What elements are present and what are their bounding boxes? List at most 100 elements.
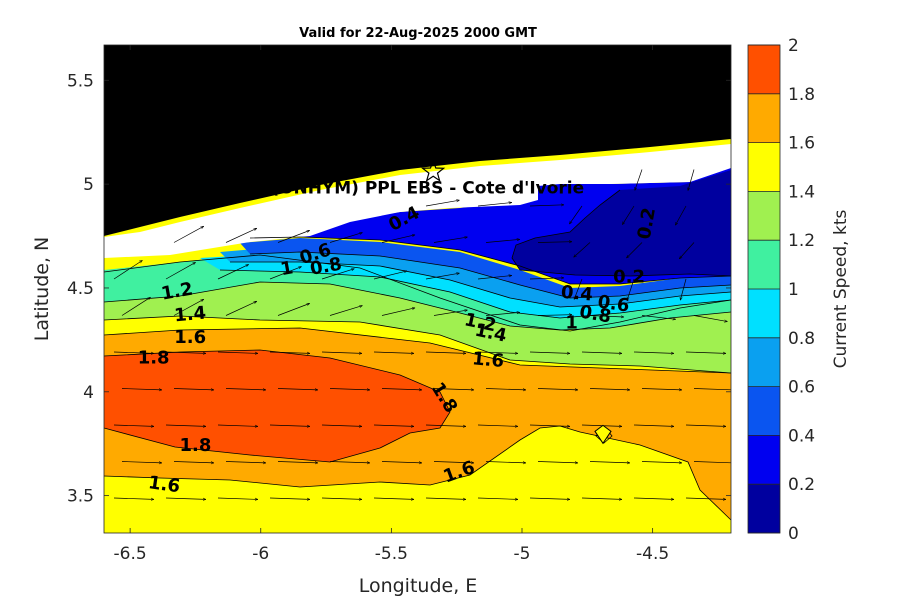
- y-tick-label: 5: [83, 175, 94, 195]
- current-arrow: [113, 260, 142, 280]
- land-mass: [104, 45, 731, 236]
- current-arrow: [165, 424, 206, 426]
- current-arrow: [477, 424, 518, 426]
- current-arrow: [433, 237, 468, 243]
- current-arrow: [269, 266, 302, 280]
- colorbar-segment: [748, 337, 780, 387]
- contour-label: 1.8: [179, 435, 211, 456]
- colorbar-segment: [748, 386, 780, 436]
- site-label: A (ONHYM) PPL EBS - Cote d'Ivorie: [252, 179, 584, 199]
- current-arrow: [485, 461, 526, 463]
- colorbar-segment: [748, 240, 780, 289]
- contour-label: 1.6: [471, 348, 505, 372]
- contour-label: 0.4: [560, 282, 594, 306]
- contour-label: 1: [565, 312, 578, 333]
- y-tick-label: 5.5: [67, 71, 94, 91]
- current-arrow: [581, 351, 622, 353]
- current-arrow: [321, 351, 362, 353]
- x-tick-label: -4.5: [636, 544, 669, 564]
- current-arrow: [373, 497, 414, 499]
- current-arrow: [529, 424, 570, 426]
- current-arrow: [173, 226, 204, 243]
- colorbar-tick-label: 1.6: [788, 134, 815, 154]
- current-arrow: [641, 388, 682, 390]
- current-arrow: [381, 235, 415, 243]
- colorbar-tick-label: 0.4: [788, 426, 815, 446]
- y-tick-label: 4.5: [67, 279, 94, 299]
- current-arrow: [381, 461, 422, 463]
- current-arrow: [217, 497, 258, 499]
- current-arrow: [680, 278, 687, 300]
- current-arrow: [225, 461, 266, 463]
- colorbar-segment: [748, 484, 780, 533]
- current-arrow: [269, 351, 310, 353]
- current-arrow: [433, 310, 468, 316]
- y-tick-label: 3.5: [67, 487, 94, 507]
- colorbar-segment: [748, 191, 780, 241]
- colorbar-label: Current Speed, kts: [831, 210, 851, 369]
- contour-label: 1.6: [147, 472, 182, 497]
- current-arrow: [693, 315, 727, 322]
- current-arrow: [113, 424, 154, 426]
- current-arrow: [537, 388, 578, 390]
- current-arrow: [622, 205, 635, 225]
- colorbar-tick-label: 0.8: [788, 329, 815, 349]
- current-arrow: [165, 262, 196, 280]
- current-arrow: [425, 273, 460, 280]
- band-0.4-0.6: [240, 238, 731, 298]
- current-arrow: [679, 242, 695, 259]
- current-arrow: [477, 351, 518, 353]
- current-arrow: [633, 351, 674, 353]
- y-tick-label: 4: [83, 383, 94, 403]
- current-arrow: [675, 205, 687, 225]
- current-arrow: [485, 312, 520, 316]
- band-0.6-0.8: [220, 245, 731, 307]
- current-arrow: [329, 306, 363, 316]
- current-arrow: [537, 461, 578, 463]
- current-arrow: [685, 424, 726, 426]
- current-arrow: [581, 497, 622, 499]
- x-axis-label: Longitude, E: [359, 575, 478, 597]
- band-1.8-2.0: [104, 350, 450, 462]
- current-arrow: [277, 461, 318, 463]
- current-arrow: [589, 461, 630, 463]
- current-arrow: [321, 497, 362, 499]
- current-arrow: [173, 388, 214, 390]
- current-arrow: [225, 300, 257, 316]
- colorbar-segment: [748, 93, 780, 143]
- current-arrow: [321, 424, 362, 426]
- current-arrow: [685, 351, 726, 353]
- current-arrow: [165, 497, 206, 499]
- x-tick-label: -6: [252, 544, 269, 564]
- current-arrow: [635, 169, 643, 191]
- x-tick-label: -5.5: [375, 544, 408, 564]
- current-arrow: [329, 233, 363, 243]
- current-arrow: [217, 424, 258, 426]
- current-arrow: [381, 388, 422, 390]
- current-arrow: [477, 203, 512, 207]
- current-arrow: [277, 388, 318, 390]
- plot-frame: [103, 44, 732, 534]
- current-arrow: [573, 278, 583, 300]
- colorbar-segment: [748, 435, 780, 485]
- colorbar-tick-label: 1.8: [788, 85, 815, 105]
- y-axis-ticks: 3.5 4 4.5 5 5.5: [67, 71, 731, 507]
- current-arrow: [589, 388, 630, 390]
- current-arrow: [529, 497, 570, 499]
- current-arrow: [121, 388, 162, 390]
- current-arrow: [529, 351, 570, 353]
- colorbar: [748, 45, 780, 533]
- current-arrow: [373, 271, 407, 280]
- current-arrow: [529, 278, 564, 279]
- current-arrow: [217, 351, 258, 353]
- current-arrow: [433, 388, 474, 390]
- current-arrow: [425, 200, 460, 207]
- current-arrow: [537, 242, 572, 243]
- current-arrow: [173, 461, 214, 463]
- current-arrow: [277, 230, 310, 243]
- site-star-icon: [421, 158, 446, 183]
- current-arrow: [217, 264, 249, 280]
- current-arrow: [329, 388, 370, 390]
- current-arrow: [121, 461, 162, 463]
- contour-label: 1.6: [174, 327, 206, 348]
